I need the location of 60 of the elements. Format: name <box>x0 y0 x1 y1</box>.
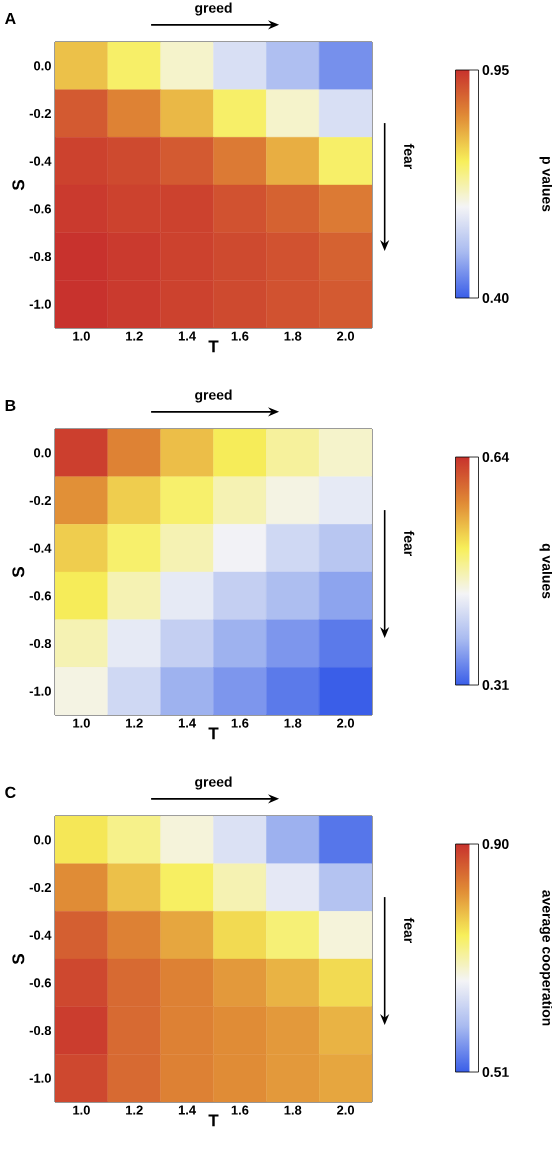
y-tick-label: -1.0 <box>29 1073 51 1083</box>
y-axis-title: S <box>12 954 25 965</box>
x-tick-label: 1.2 <box>126 1105 143 1115</box>
x-tick-label: 1.0 <box>73 718 90 728</box>
y-tick-label: -0.2 <box>29 108 51 119</box>
y-tick-label: -0.2 <box>29 495 51 506</box>
x-axis-title: T <box>208 727 219 740</box>
text: greed <box>195 776 232 790</box>
text: fear <box>404 530 415 556</box>
x-tick-label: 1.0 <box>73 331 90 341</box>
text: greed <box>195 389 232 403</box>
x-tick-label: 1.6 <box>231 1105 249 1115</box>
color-bar-title: average cooperation <box>539 890 552 1026</box>
x-tick-label: 2.0 <box>337 718 355 728</box>
chart-title: A <box>5 12 16 24</box>
color-bar-title: p values <box>539 157 552 212</box>
x-tick-label: 1.6 <box>231 331 249 341</box>
chart-title: B <box>5 399 16 411</box>
y-tick-label: -0.6 <box>29 591 52 601</box>
y-tick-label: -0.4 <box>29 930 52 940</box>
color-bar-label: 0.64 <box>482 452 510 462</box>
x-tick-label: 1.8 <box>284 331 302 341</box>
y-tick-label: 0.0 <box>33 61 51 71</box>
y-tick-label: -0.4 <box>29 543 52 553</box>
y-tick-label: 0.0 <box>33 448 51 458</box>
y-tick-label: -1.0 <box>29 686 51 696</box>
y-tick-label: -0.6 <box>29 204 52 214</box>
color-bar-label: 0.51 <box>482 1067 509 1077</box>
text: fear <box>404 917 415 943</box>
x-tick-label: 1.4 <box>178 718 197 728</box>
chart-title: C <box>5 786 16 798</box>
x-tick-label: 1.8 <box>284 718 302 728</box>
x-tick-label: 1.4 <box>178 331 197 341</box>
y-tick-label: -0.8 <box>29 1025 52 1036</box>
color-bar-label: 0.95 <box>482 65 509 75</box>
x-tick-label: 2.0 <box>337 1105 355 1115</box>
y-tick-label: -0.2 <box>29 882 51 893</box>
x-tick-label: 1.6 <box>231 718 249 728</box>
x-tick-label: 1.2 <box>126 331 143 341</box>
text: greed <box>195 2 232 16</box>
x-tick-label: 1.0 <box>73 1105 90 1115</box>
y-tick-label: -0.8 <box>29 251 52 262</box>
text: fear <box>404 143 415 169</box>
x-axis-title: T <box>208 1114 219 1127</box>
color-bar-label: 0.90 <box>482 839 509 849</box>
y-tick-label: -0.8 <box>29 638 52 649</box>
x-tick-label: 2.0 <box>337 331 355 341</box>
y-axis-title: S <box>12 180 25 191</box>
color-bar-title: q values <box>539 543 552 599</box>
y-tick-label: 0.0 <box>33 835 51 845</box>
y-tick-label: -0.4 <box>29 156 52 166</box>
y-axis-title: S <box>12 567 25 578</box>
y-tick-label: -1.0 <box>29 299 51 309</box>
x-tick-label: 1.4 <box>178 1105 197 1115</box>
x-tick-label: 1.2 <box>126 718 143 728</box>
color-bar-label: 0.31 <box>482 680 509 690</box>
x-axis-title: T <box>208 340 219 353</box>
color-bar-label: 0.40 <box>482 293 509 303</box>
y-tick-label: -0.6 <box>29 978 52 988</box>
x-tick-label: 1.8 <box>284 1105 302 1115</box>
